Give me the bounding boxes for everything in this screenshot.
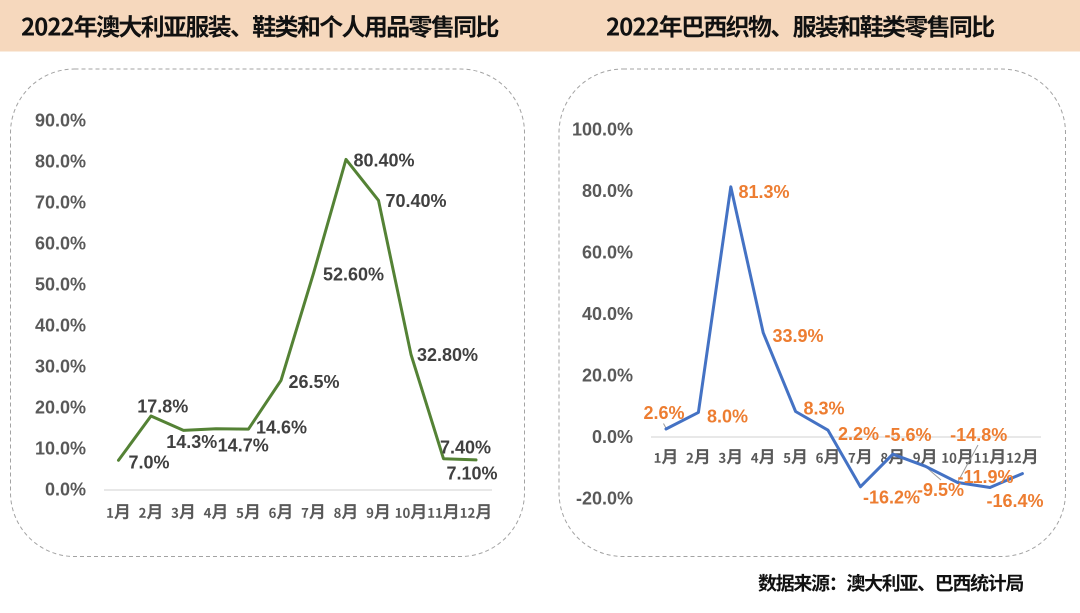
svg-text:2.2%: 2.2% bbox=[838, 424, 879, 444]
svg-text:14.7%: 14.7% bbox=[218, 435, 269, 455]
svg-text:8.0%: 8.0% bbox=[707, 407, 748, 427]
svg-text:80.0%: 80.0% bbox=[35, 152, 86, 172]
svg-text:-16.4%: -16.4% bbox=[986, 491, 1043, 511]
svg-text:33.9%: 33.9% bbox=[772, 326, 823, 346]
svg-text:100.0%: 100.0% bbox=[572, 119, 633, 139]
svg-text:60.0%: 60.0% bbox=[35, 234, 86, 254]
svg-text:2.6%: 2.6% bbox=[643, 403, 684, 423]
svg-text:70.0%: 70.0% bbox=[35, 193, 86, 213]
svg-text:26.5%: 26.5% bbox=[288, 372, 339, 392]
svg-text:7.10%: 7.10% bbox=[446, 463, 497, 483]
svg-text:32.80%: 32.80% bbox=[417, 345, 478, 365]
svg-text:90.0%: 90.0% bbox=[35, 111, 86, 131]
svg-text:14.3%: 14.3% bbox=[166, 432, 217, 452]
svg-text:8.3%: 8.3% bbox=[803, 399, 844, 419]
svg-text:7.40%: 7.40% bbox=[440, 437, 491, 457]
svg-text:10.0%: 10.0% bbox=[35, 439, 86, 459]
svg-text:20.0%: 20.0% bbox=[582, 366, 633, 386]
svg-text:-5.6%: -5.6% bbox=[884, 425, 931, 445]
svg-text:0.0%: 0.0% bbox=[45, 480, 86, 500]
svg-text:80.40%: 80.40% bbox=[353, 151, 414, 171]
svg-text:7.0%: 7.0% bbox=[128, 453, 169, 473]
svg-text:40.0%: 40.0% bbox=[35, 316, 86, 336]
svg-text:17.8%: 17.8% bbox=[137, 397, 188, 417]
svg-text:52.60%: 52.60% bbox=[323, 265, 384, 285]
svg-text:70.40%: 70.40% bbox=[385, 191, 446, 211]
svg-text:0.0%: 0.0% bbox=[592, 427, 633, 447]
svg-text:40.0%: 40.0% bbox=[582, 304, 633, 324]
svg-text:14.6%: 14.6% bbox=[256, 418, 307, 438]
svg-text:80.0%: 80.0% bbox=[582, 181, 633, 201]
svg-text:-16.2%: -16.2% bbox=[863, 488, 920, 508]
svg-text:-11.9%: -11.9% bbox=[957, 467, 1013, 487]
svg-text:-14.8%: -14.8% bbox=[950, 425, 1007, 445]
svg-text:60.0%: 60.0% bbox=[582, 242, 633, 262]
svg-text:-20.0%: -20.0% bbox=[576, 489, 633, 509]
svg-text:20.0%: 20.0% bbox=[35, 398, 86, 418]
svg-text:30.0%: 30.0% bbox=[35, 357, 86, 377]
svg-text:50.0%: 50.0% bbox=[35, 275, 86, 295]
svg-text:81.3%: 81.3% bbox=[738, 182, 789, 202]
svg-text:-9.5%: -9.5% bbox=[917, 480, 964, 500]
